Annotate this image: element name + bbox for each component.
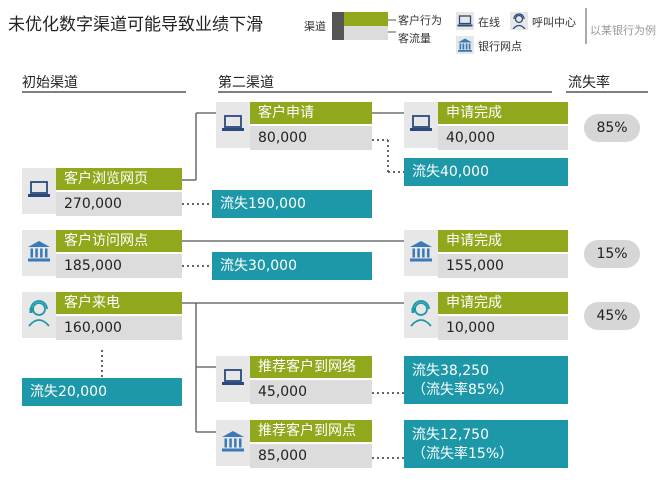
second-channel-value: 45,000 [250,380,372,404]
laptop-icon [221,114,245,136]
second-channel-value: 85,000 [250,444,372,468]
agent-icon [27,299,51,331]
laptop-icon [456,12,474,30]
legend-customer-flow: 客流量 [398,32,431,45]
completion-title: 申请完成 [438,102,568,124]
second-channel-title: 推荐客户到网点 [250,420,372,442]
second-channel-icon-box [216,356,250,402]
loss-box: 流失40,000 [404,158,568,186]
legend-customer-behavior: 客户行为 [398,14,442,27]
completion-title: 申请完成 [438,292,568,314]
initial-channel-value: 160,000 [56,316,182,340]
bank-icon [409,240,433,266]
loss-box: 流失12,750 （流失率15%） [404,420,568,468]
legend-flow-swatch [344,26,388,40]
initial-channel-icon-box [22,292,56,338]
loss-box: 流失30,000 [212,252,372,280]
completion-title: 申请完成 [438,230,568,252]
second-channel-title: 推荐客户到网络 [250,356,372,378]
agent-icon [409,299,433,331]
loss-rate-pill: 15% [584,240,640,268]
example-note: 以某银行为例 [590,24,656,37]
column-loss-rate: 流失率 [568,75,610,91]
loss-rate-pill: 85% [584,114,640,142]
initial-channel-title: 客户浏览网页 [56,168,182,190]
initial-channel-value: 270,000 [56,192,182,216]
laptop-icon [27,180,51,202]
completion-icon-box [404,292,438,338]
second-channel-icon-box [216,420,250,466]
loss-rate-pill: 45% [584,302,640,330]
loss-rate-note: （流失率85%） [412,382,514,398]
legend-channel-label: 渠道 [304,20,326,33]
loss-amount: 流失38,250 [412,363,489,379]
completion-icon-box [404,230,438,276]
loss-box: 流失38,250 （流失率85%） [404,356,568,404]
completion-value: 10,000 [438,316,568,340]
initial-channel-icon-box [22,230,56,276]
legend-channel-swatch [332,12,344,40]
loss-rate-note: （流失率15%） [412,446,514,462]
legend-behavior-swatch [344,12,388,26]
legend-call-center: 呼叫中心 [532,16,576,29]
completion-value: 40,000 [438,126,568,150]
loss-box: 流失20,000 [22,378,182,406]
initial-channel-title: 客户来电 [56,292,182,314]
initial-channel-value: 185,000 [56,254,182,278]
completion-icon-box [404,102,438,148]
laptop-icon [409,114,433,136]
loss-amount: 流失12,750 [412,427,489,443]
column-initial-channel: 初始渠道 [22,75,78,91]
second-channel-title: 客户申请 [250,102,372,124]
initial-channel-title: 客户访问网点 [56,230,182,252]
second-channel-icon-box [216,102,250,148]
initial-channel-icon-box [22,168,56,214]
bank-icon [27,240,51,266]
legend-online: 在线 [478,16,500,29]
laptop-icon [221,368,245,390]
page-title: 未优化数字渠道可能导致业绩下滑 [8,15,263,35]
bank-icon [456,36,474,54]
loss-box: 流失190,000 [212,190,372,218]
bank-icon [221,430,245,456]
completion-value: 155,000 [438,254,568,278]
legend-bank-branch: 银行网点 [478,40,522,53]
column-second-channel: 第二渠道 [218,75,274,91]
second-channel-value: 80,000 [250,126,372,150]
agent-icon [510,12,528,30]
